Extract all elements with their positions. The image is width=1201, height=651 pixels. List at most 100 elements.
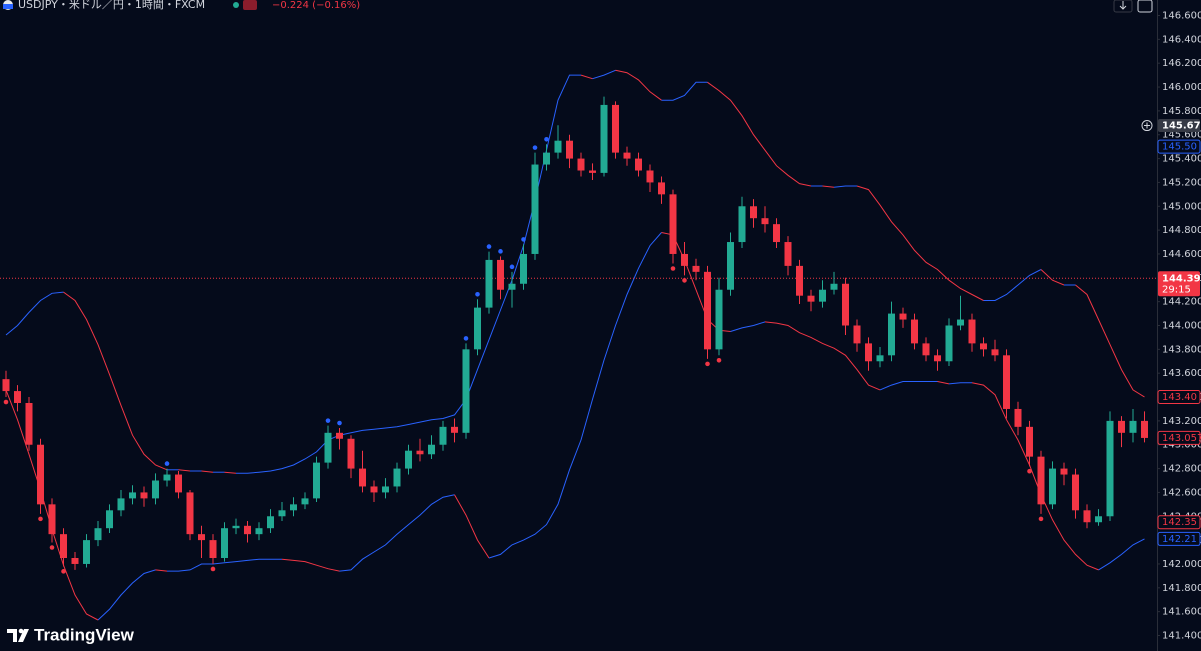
candle-body bbox=[922, 343, 930, 356]
candle-body bbox=[336, 432, 343, 439]
price-tag-label: 142.21 bbox=[1162, 534, 1197, 545]
upper-touch-dot bbox=[509, 264, 515, 270]
candle-body bbox=[773, 224, 780, 243]
candle-body bbox=[1095, 516, 1102, 523]
candle-body bbox=[646, 170, 654, 183]
candle-body bbox=[991, 349, 999, 356]
candle-body bbox=[163, 474, 171, 481]
candle-body bbox=[1129, 420, 1137, 433]
band-upper bbox=[983, 269, 1042, 301]
band-upper bbox=[178, 469, 191, 472]
status-badge bbox=[243, 0, 257, 10]
y-tick-label: 144.000 bbox=[1162, 321, 1201, 332]
candle-body bbox=[405, 450, 412, 469]
logo-part bbox=[18, 629, 29, 642]
candle-body bbox=[186, 492, 194, 535]
watermark: TradingView bbox=[34, 625, 135, 644]
y-tick-label: 144.600 bbox=[1162, 249, 1201, 260]
upper-touch-dot bbox=[164, 461, 170, 466]
candle-body bbox=[600, 104, 608, 173]
band-upper bbox=[615, 69, 662, 101]
download-icon[interactable] bbox=[1119, 1, 1127, 10]
band-upper bbox=[1040, 269, 1065, 286]
band-upper bbox=[580, 74, 593, 80]
y-tick-label: 142.000 bbox=[1162, 559, 1201, 570]
candle-body bbox=[198, 534, 205, 541]
band-lower bbox=[1098, 538, 1145, 571]
candle-body bbox=[750, 206, 757, 219]
candle-body bbox=[968, 319, 976, 344]
band-upper bbox=[833, 185, 857, 188]
add-alert-button bbox=[1141, 120, 1153, 132]
y-tick-label: 143.000 bbox=[1162, 440, 1201, 451]
candle-body bbox=[784, 242, 792, 266]
add-alert-icon bbox=[1144, 122, 1150, 129]
band-lower bbox=[937, 381, 950, 385]
candle-body bbox=[244, 525, 251, 535]
candle-body bbox=[761, 218, 769, 225]
lower-touch-dot bbox=[49, 545, 55, 550]
lower-touch-dot bbox=[716, 358, 722, 363]
y-tick-label: 142.800 bbox=[1162, 464, 1201, 475]
symbol-icon-flag bbox=[3, 4, 13, 9]
candle-body bbox=[727, 242, 734, 290]
upper-touch-dot bbox=[325, 418, 331, 423]
candle-body bbox=[1118, 420, 1125, 433]
band-lower bbox=[167, 558, 282, 572]
candle-body bbox=[543, 152, 550, 165]
band-lower bbox=[97, 569, 156, 621]
candle-body bbox=[25, 403, 33, 445]
candle-body bbox=[301, 498, 309, 505]
y-tick-label: 145.800 bbox=[1162, 106, 1201, 117]
lower-touch-dot bbox=[210, 566, 216, 572]
band-upper bbox=[5, 291, 64, 336]
upper-touch-dot bbox=[544, 136, 549, 142]
y-tick-label: 141.800 bbox=[1162, 583, 1201, 594]
maximize-button[interactable] bbox=[1137, 0, 1153, 13]
price-change: −0.224 (−0.16%) bbox=[272, 0, 360, 11]
watermark-logo bbox=[7, 628, 29, 642]
candle-body bbox=[474, 307, 481, 350]
band-upper bbox=[822, 185, 835, 188]
candle-body bbox=[681, 253, 688, 266]
current-price-label: 144.396 bbox=[1162, 273, 1201, 284]
upper-touch-dot bbox=[475, 291, 480, 297]
candle-body bbox=[911, 319, 918, 344]
candle-body bbox=[370, 486, 378, 493]
market-status bbox=[233, 2, 239, 8]
candle-body bbox=[957, 319, 964, 326]
candle-body bbox=[129, 492, 136, 499]
y-tick-label: 141.400 bbox=[1162, 631, 1201, 642]
band-upper bbox=[1075, 284, 1145, 398]
candle-body bbox=[1072, 474, 1079, 511]
band-lower bbox=[339, 494, 455, 572]
price-tag-label: 143.40 bbox=[1162, 392, 1197, 403]
candle-body bbox=[278, 510, 286, 517]
y-tick-label: 145.200 bbox=[1162, 177, 1201, 188]
candle-body bbox=[577, 158, 585, 171]
y-tick-label: 142.600 bbox=[1162, 487, 1201, 498]
symbol-title: USDJPY・米ドル／円・1時間・FXCM bbox=[18, 0, 205, 11]
candle-body bbox=[451, 426, 458, 433]
candle-body bbox=[359, 468, 366, 487]
y-tick-label: 144.800 bbox=[1162, 225, 1201, 236]
candle-body bbox=[1083, 510, 1091, 523]
price-tag-label: 143.057 bbox=[1162, 433, 1201, 444]
price-tag bbox=[1157, 531, 1201, 546]
candle-body bbox=[140, 492, 148, 499]
candle-body bbox=[485, 259, 493, 308]
candle-body bbox=[715, 289, 723, 350]
candle-body bbox=[842, 283, 849, 326]
lower-touch-dot bbox=[38, 516, 43, 522]
candle-body bbox=[531, 164, 539, 254]
logo-part bbox=[7, 629, 17, 642]
band-lower bbox=[281, 558, 340, 572]
upper-touch-dot bbox=[532, 145, 538, 150]
candle-body bbox=[554, 140, 562, 153]
candle-body bbox=[623, 152, 631, 159]
candle-body bbox=[888, 313, 895, 356]
candle-body bbox=[704, 271, 711, 350]
candle-body bbox=[876, 355, 884, 362]
candle-body bbox=[738, 206, 746, 243]
